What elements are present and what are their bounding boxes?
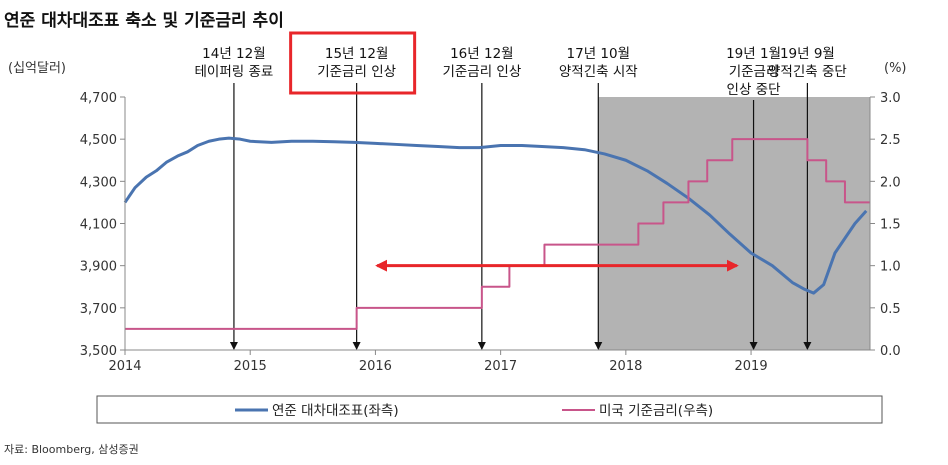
annotation-label: 양적긴축 시작 (559, 64, 638, 80)
y-right-tick-label: 2.5 (880, 133, 901, 148)
annotation-label: 기준금리 (729, 64, 779, 80)
y-left-tick-label: 3,500 (80, 344, 117, 359)
source-note: 자료: Bloomberg, 삼성증권 (4, 443, 139, 456)
y-left-tick-label: 4,300 (80, 175, 117, 190)
x-tick-label: 2019 (735, 359, 768, 374)
chart-title: 연준 대차대조표 축소 및 기준금리 추이 (4, 11, 284, 31)
annotation-label: 인상 중단 (727, 82, 781, 98)
legend-label-policy-rate: 미국 기준금리(우측) (599, 403, 713, 419)
annotation-label: 기준금리 인상 (317, 64, 396, 80)
legend: 연준 대차대조표(좌측) 미국 기준금리(우측) (96, 395, 883, 424)
annotation-label: 16년 12월 (450, 46, 514, 62)
axes: 3,500 3,700 3,900 4,100 4,300 4,500 4,700 0.0 0.… (80, 91, 901, 374)
x-tick-label: 2016 (359, 359, 392, 374)
annotation-label: 테이퍼링 종료 (195, 64, 274, 80)
legend-label-balance-sheet: 연준 대차대조표(좌측) (272, 403, 399, 419)
annotation-label: 15년 12월 (325, 46, 389, 62)
x-tick-label: 2014 (108, 359, 141, 374)
y-left-tick-label: 4,500 (80, 133, 117, 148)
y-left-axis-label: (십억달러) (8, 61, 66, 76)
y-right-tick-label: 3.0 (880, 91, 901, 106)
series-line-policy-rate (125, 138, 870, 330)
annotation-label: 19년 1월 (726, 46, 781, 62)
y-right-tick-label: 0.5 (880, 302, 901, 317)
x-tick-label: 2017 (484, 359, 517, 374)
x-tick-label: 2015 (234, 359, 267, 374)
y-right-tick-label: 2.0 (880, 175, 901, 190)
annotation-label: 14년 12월 (202, 46, 266, 62)
annotation-arrows (229, 83, 812, 350)
annotation-label: 19년 9월 (780, 46, 835, 62)
y-left-tick-label: 4,700 (80, 91, 117, 106)
series-lines (123, 136, 870, 330)
annotation-label: 양적긴축 중단 (768, 64, 847, 80)
y-left-tick-label: 4,100 (80, 218, 117, 233)
highlight-box (289, 31, 417, 95)
y-left-tick-label: 3,700 (80, 302, 117, 317)
x-tick-label: 2018 (609, 359, 642, 374)
annotation-label: 17년 10월 (567, 46, 631, 62)
y-right-tick-label: 1.5 (880, 218, 901, 233)
y-right-axis-label: (%) (884, 61, 907, 76)
legend-box (96, 395, 883, 424)
series-line-balance-sheet (123, 136, 868, 295)
y-right-tick-label: 0.0 (880, 344, 901, 359)
y-right-tick-label: 1.0 (880, 260, 901, 275)
y-left-tick-label: 3,900 (80, 260, 117, 275)
annotation-label: 기준금리 인상 (442, 64, 521, 80)
